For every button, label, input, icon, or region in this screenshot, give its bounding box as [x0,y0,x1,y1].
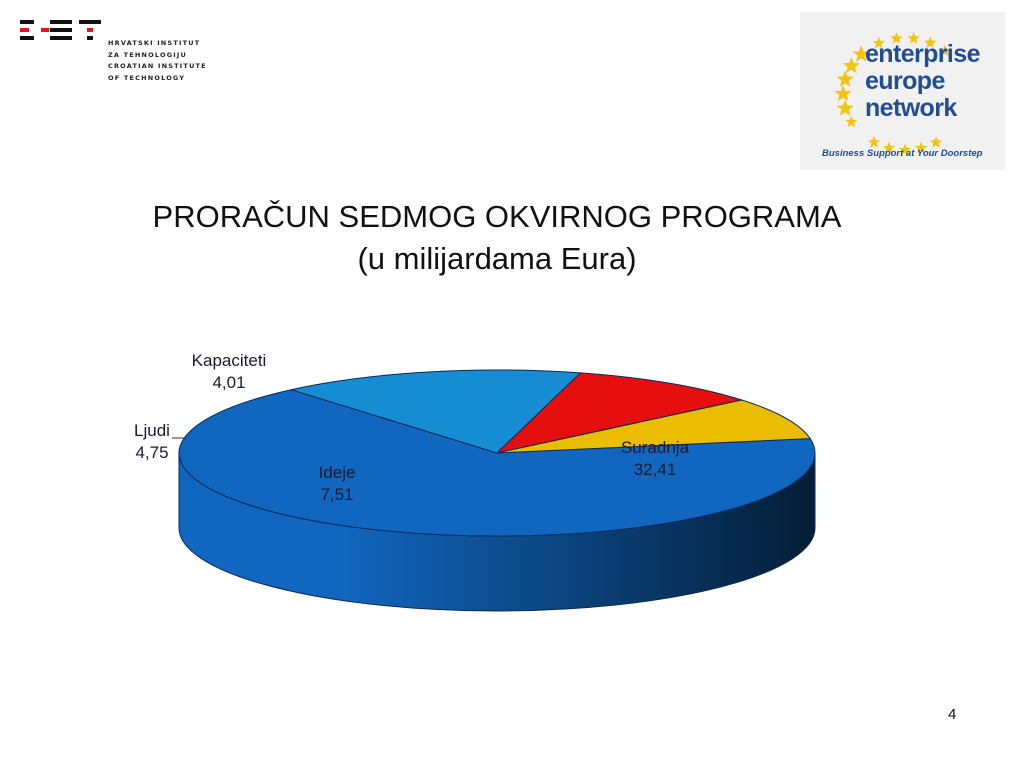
hit-logo-text: HRVATSKI INSTITUT ZA TEHNOLOGIJU CROATIA… [108,38,207,84]
een-stars [834,32,951,156]
star-icon [929,136,943,148]
star-icon [907,32,920,44]
slice-value-ideje: 7,51 [320,485,353,504]
slice-value-suradnja: 32,41 [634,460,677,479]
pie-slice-suradnja [178,389,816,537]
slice-label-ljudi: Ljudi [134,421,170,440]
pie-slice-kapaciteti [496,399,812,454]
hit-mark-bar-2 [20,36,34,40]
hit-mark-bar-8 [87,28,93,32]
hit-mark-bar-1 [20,28,29,32]
hit-mark-bar-9 [87,36,93,40]
slide-subtitle: (u milijardama Eura) [357,241,637,276]
star-icon [914,141,928,154]
star-icon [845,115,858,128]
hit-logo-line-4: OF TECHNOLOGY [108,73,186,82]
star-icon [924,36,937,49]
star-icon [852,45,870,62]
hit-mark-bar-7 [79,20,101,24]
hit-mark-bar-6 [50,36,72,40]
star-icon [834,85,852,102]
pie-slice-ljudi [495,372,744,454]
pie-top [178,369,816,537]
pie-slice-ideje [289,369,582,454]
hit-logo-mark [20,20,101,40]
star-icon [836,70,854,87]
slice-value-ljudi: 4,75 [135,443,168,462]
star-icon [882,141,896,154]
hit-mark-bar-0 [20,20,34,24]
slide-title: PRORAČUN SEDMOG OKVIRNOG PROGRAMA [152,199,842,234]
een-logo: enterprise europe network Business Suppo… [800,12,1005,170]
een-tagline: Business Support at Your Doorstep [822,148,983,159]
star-icon [867,136,881,148]
star-icon [898,143,912,156]
hit-logo-line-1: HRVATSKI INSTITUT [108,39,201,47]
een-word-europe: europe [865,67,945,95]
een-word-enterprise: enterprise [865,40,980,68]
slice-label-kapaciteti: Kapaciteti [192,351,267,370]
slice-label-ideje: Ideje [319,463,356,482]
slice-label-suradnja: Suradnja [621,438,690,457]
pie-labels: Suradnja 32,41 Ideje 7,51 Ljudi 4,75 Kapacitet… [134,351,690,504]
star-icon [890,32,903,44]
star-icon [872,36,885,49]
een-word-network: network [865,94,957,122]
slice-value-kapaciteti: 4,01 [212,373,245,392]
hit-mark-bar-5 [50,28,72,32]
star-icon [836,99,854,116]
slide-title-block: PRORAČUN SEDMOG OKVIRNOG PROGRAMA (u mil… [0,196,994,280]
star-icon [938,44,951,57]
page-number: 4 [948,706,957,723]
hit-logo-line-2: ZA TEHNOLOGIJU [108,50,187,59]
hit-logo-line-3: CROATIAN INSTITUTE [108,62,207,70]
star-icon [842,57,860,74]
hit-logo: HRVATSKI INSTITUT ZA TEHNOLOGIJU CROATIA… [18,16,218,96]
hit-mark-bar-3 [41,28,49,32]
hit-mark-bar-4 [50,20,72,24]
